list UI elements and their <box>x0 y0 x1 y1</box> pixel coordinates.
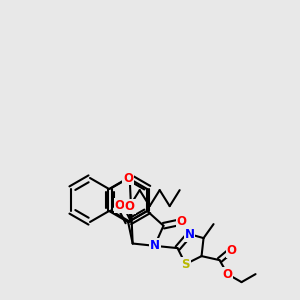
Text: O: O <box>177 215 187 228</box>
Text: N: N <box>184 228 194 241</box>
Text: O: O <box>226 244 236 256</box>
Text: O: O <box>123 172 133 184</box>
Text: O: O <box>115 199 125 212</box>
Text: O: O <box>223 268 232 281</box>
Text: S: S <box>181 258 190 271</box>
Text: N: N <box>150 239 160 252</box>
Text: O: O <box>125 200 135 213</box>
